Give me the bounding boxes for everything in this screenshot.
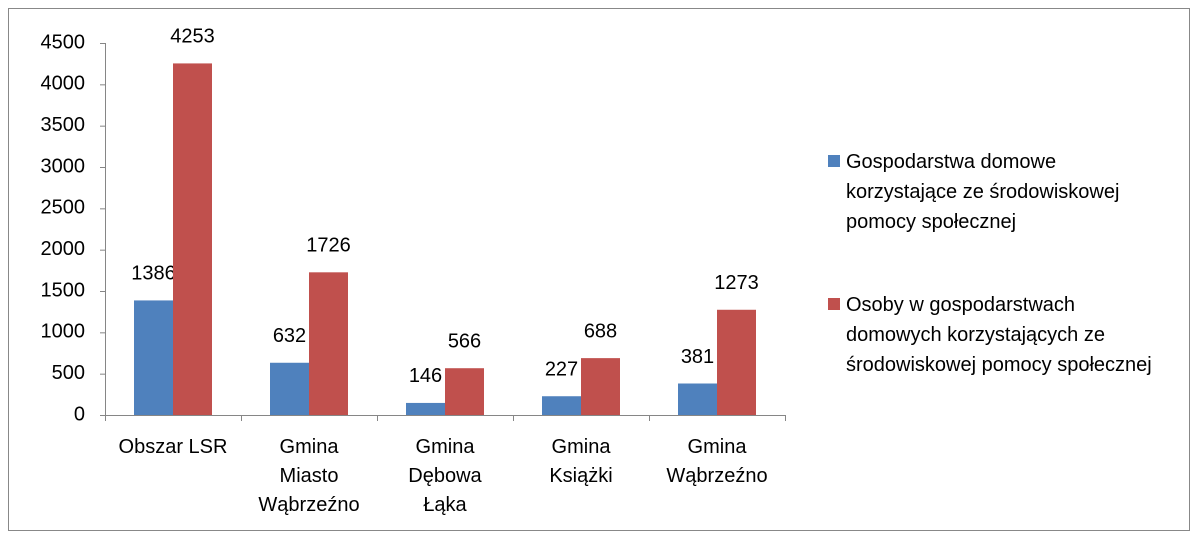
y-tick-label: 2500 bbox=[41, 197, 86, 219]
x-tick-label: Gmina Miasto Wąbrzeźno bbox=[258, 436, 360, 516]
bar bbox=[678, 383, 717, 415]
legend-swatch bbox=[828, 298, 840, 310]
y-tick-label: 0 bbox=[74, 403, 85, 425]
legend-swatch bbox=[828, 155, 840, 167]
y-tick-label: 500 bbox=[52, 362, 85, 384]
data-label: 227 bbox=[545, 359, 578, 381]
data-label: 381 bbox=[681, 346, 714, 368]
bar bbox=[173, 63, 212, 415]
x-tick-label: Gmina Wąbrzeźno bbox=[666, 436, 768, 487]
bar bbox=[445, 368, 484, 415]
legend-item: Gospodarstwa domowe korzystające ze środ… bbox=[828, 147, 1166, 237]
bar bbox=[134, 300, 173, 415]
data-label: 4253 bbox=[170, 26, 215, 48]
y-tick-label: 1500 bbox=[41, 279, 86, 301]
data-label: 566 bbox=[448, 330, 481, 352]
bar bbox=[406, 402, 445, 415]
x-tick-label: Gmina Dębowa Łąka bbox=[408, 436, 482, 516]
bar bbox=[270, 362, 309, 415]
chart-border bbox=[8, 8, 1190, 531]
bar bbox=[717, 309, 756, 415]
bar bbox=[581, 358, 620, 415]
bar bbox=[309, 272, 348, 415]
y-tick-label: 2000 bbox=[41, 238, 86, 260]
y-tick-label: 4500 bbox=[41, 31, 86, 53]
legend-label: Gospodarstwa domowe korzystające ze środ… bbox=[846, 151, 1120, 233]
data-label: 632 bbox=[273, 325, 306, 347]
y-tick-label: 1000 bbox=[41, 321, 86, 343]
legend-item: Osoby w gospodarstwach domowych korzysta… bbox=[828, 290, 1166, 380]
x-tick-label: Obszar LSR bbox=[118, 436, 228, 458]
data-label: 1386 bbox=[131, 263, 176, 285]
legend-label: Osoby w gospodarstwach domowych korzysta… bbox=[846, 294, 1152, 376]
bar bbox=[542, 396, 581, 415]
data-label: 1273 bbox=[714, 272, 759, 294]
y-tick-label: 3000 bbox=[41, 155, 86, 177]
data-label: 146 bbox=[409, 365, 442, 387]
y-tick-label: 4000 bbox=[41, 73, 86, 95]
data-label: 1726 bbox=[306, 235, 351, 257]
data-label: 688 bbox=[584, 320, 617, 342]
y-tick-label: 3500 bbox=[41, 114, 86, 136]
x-tick-label: Gmina Książki bbox=[549, 436, 613, 487]
